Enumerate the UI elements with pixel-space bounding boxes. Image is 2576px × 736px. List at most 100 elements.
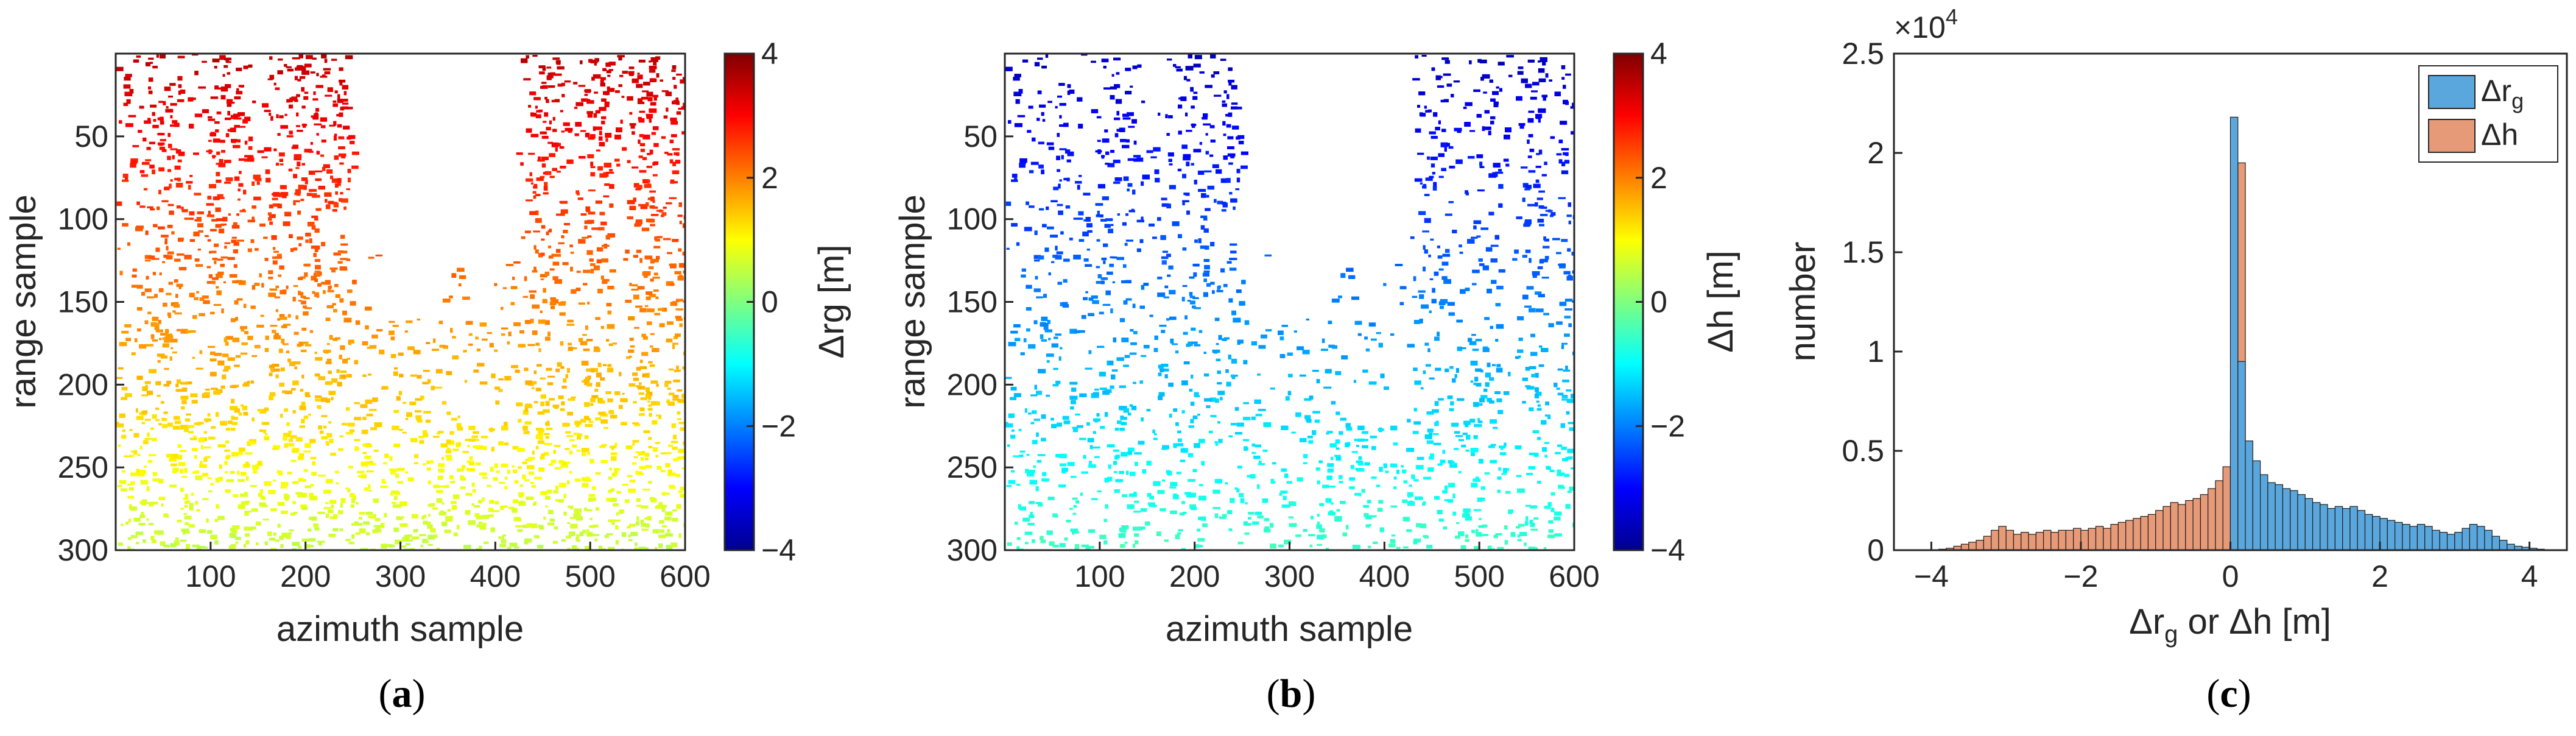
heat-cell bbox=[258, 493, 262, 497]
heat-cell bbox=[683, 271, 685, 274]
heat-cell bbox=[1299, 374, 1306, 377]
heat-cell bbox=[1108, 228, 1114, 233]
heat-cell bbox=[146, 518, 149, 521]
heat-cell bbox=[1227, 146, 1234, 149]
heat-cell bbox=[382, 462, 387, 465]
heat-cell bbox=[423, 520, 428, 525]
heat-cell bbox=[405, 543, 410, 545]
heat-cell bbox=[415, 415, 422, 419]
heat-cell bbox=[334, 183, 339, 188]
heat-cell bbox=[1058, 356, 1061, 361]
heat-cell bbox=[346, 188, 351, 191]
heat-cell bbox=[240, 404, 244, 407]
heat-cell bbox=[667, 153, 673, 156]
heat-cell bbox=[1526, 386, 1535, 390]
heat-cell bbox=[428, 480, 431, 484]
heat-cell bbox=[342, 85, 348, 90]
heat-cell bbox=[270, 369, 275, 372]
heat-cell bbox=[525, 380, 532, 385]
heat-cell bbox=[125, 123, 133, 127]
heat-cell bbox=[652, 277, 660, 279]
heat-cell bbox=[1097, 140, 1101, 142]
heat-cell bbox=[610, 452, 618, 456]
heat-cell bbox=[227, 357, 235, 361]
heat-cell bbox=[1041, 169, 1044, 174]
heat-cell bbox=[583, 269, 591, 274]
heat-cell bbox=[374, 422, 382, 427]
heat-cell bbox=[177, 76, 183, 81]
heat-cell bbox=[167, 155, 171, 160]
heat-cell bbox=[227, 129, 235, 132]
heat-cell bbox=[160, 333, 168, 336]
heat-cell bbox=[214, 66, 217, 69]
heat-cell bbox=[181, 476, 188, 478]
heat-cell bbox=[1543, 313, 1549, 316]
heat-cell bbox=[651, 132, 656, 135]
heat-cell bbox=[547, 382, 554, 386]
heat-cell bbox=[666, 281, 674, 286]
heat-cell bbox=[1183, 361, 1190, 365]
heat-cell bbox=[1089, 461, 1092, 465]
heat-cell bbox=[127, 242, 131, 246]
heat-cell bbox=[532, 270, 538, 273]
heat-cell bbox=[1474, 546, 1479, 550]
heat-cell bbox=[230, 318, 236, 322]
heat-cell bbox=[184, 500, 188, 504]
heat-cell bbox=[397, 481, 403, 484]
heat-cell bbox=[1556, 387, 1560, 390]
heat-cell bbox=[1497, 62, 1505, 66]
heat-cell bbox=[504, 376, 512, 381]
heat-cell bbox=[232, 338, 240, 342]
heat-cell bbox=[170, 339, 178, 343]
heat-cell bbox=[309, 492, 314, 498]
heat-cell bbox=[160, 139, 166, 141]
heat-cell bbox=[315, 170, 323, 172]
heat-cell bbox=[663, 238, 671, 241]
heat-cell bbox=[676, 111, 681, 115]
heat-cell bbox=[542, 85, 548, 89]
heat-cell bbox=[548, 255, 554, 259]
heat-cell bbox=[649, 78, 657, 82]
heat-cell bbox=[476, 515, 483, 520]
heat-cell bbox=[345, 487, 349, 490]
heat-cell bbox=[354, 521, 359, 526]
heat-cell bbox=[1230, 198, 1237, 203]
heat-cell bbox=[177, 99, 185, 102]
heat-cell bbox=[449, 481, 454, 483]
heat-cell bbox=[119, 271, 123, 275]
heat-cell bbox=[602, 280, 608, 284]
heat-cell bbox=[188, 431, 194, 434]
heat-cell bbox=[391, 490, 399, 494]
heat-cell bbox=[679, 221, 682, 225]
heat-cell bbox=[1426, 440, 1434, 444]
heat-cell bbox=[135, 531, 144, 536]
heat-cell bbox=[594, 91, 598, 94]
heat-cell bbox=[287, 99, 293, 102]
heat-cell bbox=[582, 483, 589, 488]
heat-cell bbox=[127, 537, 132, 540]
heat-cell bbox=[513, 322, 521, 327]
heat-cell bbox=[1565, 366, 1568, 370]
heat-cell bbox=[127, 546, 131, 550]
heat-cell bbox=[394, 504, 402, 508]
heat-cell bbox=[161, 503, 164, 507]
heat-cell bbox=[678, 448, 684, 453]
heat-cell bbox=[315, 398, 323, 402]
heat-cell bbox=[1023, 338, 1027, 342]
heat-cell bbox=[614, 391, 621, 395]
heat-cell bbox=[216, 218, 224, 221]
heat-cell bbox=[164, 367, 169, 370]
heat-cell bbox=[479, 322, 487, 327]
heat-cell bbox=[585, 424, 593, 427]
heat-cell bbox=[117, 484, 122, 487]
heat-cell bbox=[302, 123, 306, 128]
heat-cell bbox=[315, 273, 320, 276]
heat-cell bbox=[314, 278, 318, 282]
x-tick-label: 100 bbox=[185, 559, 236, 593]
heat-cell bbox=[510, 302, 515, 305]
heat-cell bbox=[1393, 476, 1397, 480]
heat-cell bbox=[217, 515, 225, 520]
heat-cell bbox=[541, 136, 549, 139]
heat-cell bbox=[311, 275, 317, 281]
heat-cell bbox=[1297, 346, 1304, 350]
